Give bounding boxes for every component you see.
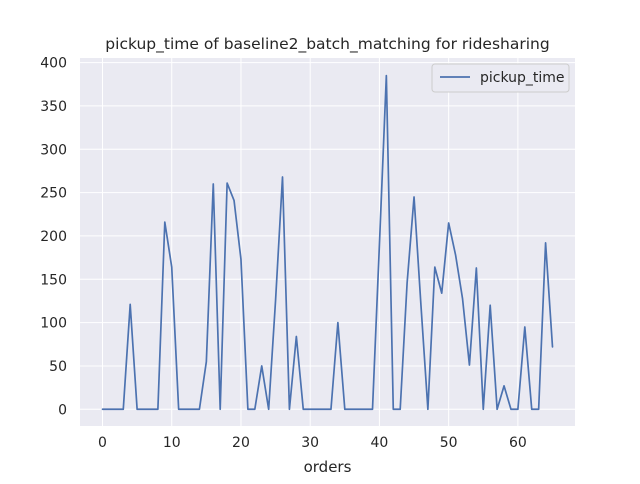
x-axis-label: orders — [304, 458, 352, 476]
x-tick-label: 60 — [509, 435, 527, 451]
x-tick-label: 10 — [163, 435, 181, 451]
y-tick-label: 250 — [40, 186, 67, 202]
x-tick-label: 40 — [371, 435, 389, 451]
x-tick-label: 30 — [301, 435, 319, 451]
chart-title: pickup_time of baseline2_batch_matching … — [105, 35, 549, 54]
x-tick-label: 20 — [232, 435, 250, 451]
y-tick-label: 150 — [40, 272, 67, 288]
x-tick-label: 0 — [98, 435, 107, 451]
grid-lines — [80, 58, 575, 426]
y-tick-label: 50 — [49, 359, 67, 375]
series-line-pickup-time — [101, 74, 554, 411]
y-tick-label: 100 — [40, 316, 67, 332]
y-tick-label: 0 — [58, 402, 67, 418]
tick-labels: 0 10 20 30 40 50 60 0 50 100 150 200 250 300 350 400 — [40, 56, 527, 451]
legend-box — [431, 63, 570, 93]
y-tick-label: 400 — [40, 56, 67, 72]
legend-label-pickup-time: pickup_time — [480, 70, 565, 86]
legend: pickup_time — [431, 63, 570, 93]
plot-area — [80, 58, 575, 426]
y-tick-label: 300 — [40, 142, 67, 158]
series-layer — [101, 74, 554, 411]
y-tick-label: 200 — [40, 229, 67, 245]
x-tick-label: 50 — [440, 435, 458, 451]
y-tick-label: 350 — [40, 99, 67, 115]
